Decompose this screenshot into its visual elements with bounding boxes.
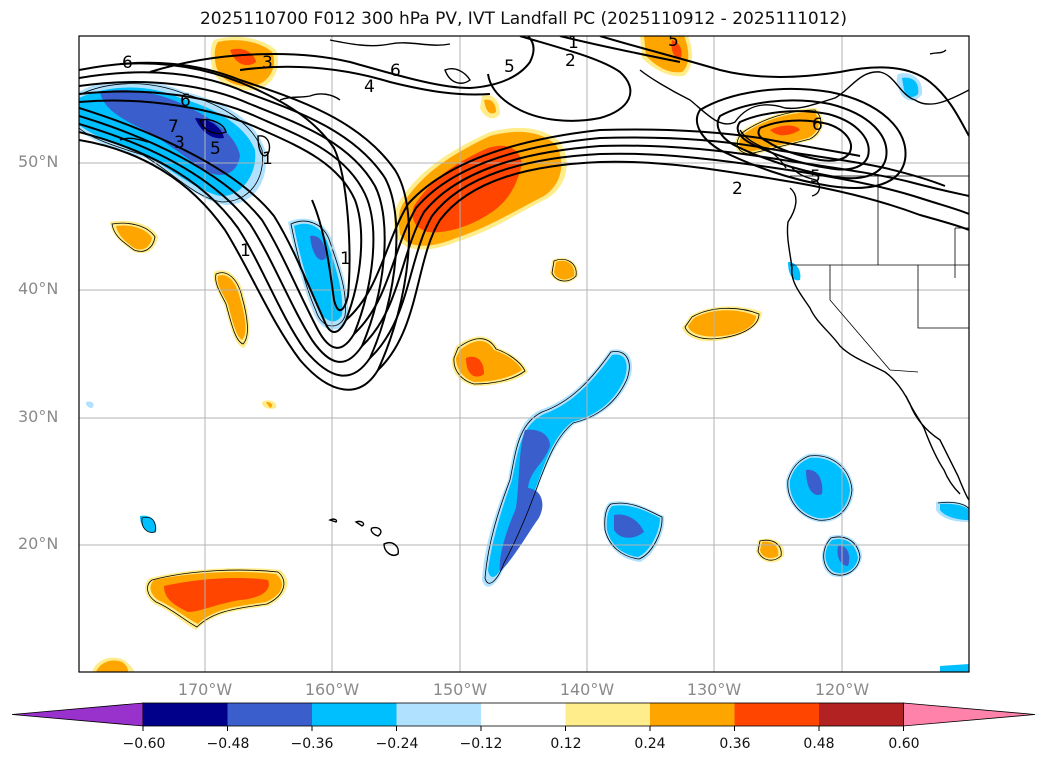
colorbar-frame [142, 702, 904, 727]
colorbar-segment [227, 703, 313, 726]
plot-frame [78, 35, 970, 673]
contour-label: 2 [565, 51, 576, 71]
contour-label: 5 [810, 167, 821, 187]
contour-label: 5 [504, 57, 515, 77]
colorbar-tick-label: −0.48 [206, 736, 250, 752]
lon-label-150w: 150°W [432, 680, 488, 699]
colorbar-tick-label: −0.12 [459, 736, 503, 752]
contour-label: 3 [262, 53, 273, 73]
lon-label-140w: 140°W [559, 680, 615, 699]
contour-label: 7 [168, 117, 179, 137]
pv-shading [79, 36, 969, 672]
colorbar-tick-label: 0.48 [803, 736, 835, 752]
political-borders [790, 175, 969, 373]
lat-label-20n: 20°N [18, 534, 59, 553]
contour-labels: 6 3 6 5 1 2 6 4 3 5 1 5 2 1 1 6 5 7 [122, 31, 823, 269]
colorbar-segment [481, 703, 566, 726]
contour-label: 2 [732, 179, 743, 199]
colorbar-segment [565, 703, 651, 726]
lon-label-130w: 130°W [686, 680, 742, 699]
colorbar-segment [734, 703, 820, 726]
contour-label: 3 [174, 133, 185, 153]
colorbar-extend-low [11, 702, 144, 727]
colorbar-tick-label: −0.24 [375, 736, 419, 752]
colorbar-tick-label: 0.36 [719, 736, 751, 752]
contour-label: 1 [262, 149, 273, 169]
map-title: 2025110700 F012 300 hPa PV, IVT Landfall… [199, 9, 847, 29]
shading-outlines [79, 83, 969, 628]
contour-label: 6 [390, 61, 401, 81]
contour-label: 5 [210, 139, 221, 159]
colorbar-segment [650, 703, 735, 726]
contour-label: 6 [122, 53, 133, 73]
map-plot-area: 6 3 6 5 1 2 6 4 3 5 1 5 2 1 1 6 5 7 [79, 31, 969, 672]
colorbar-tick-label: −0.60 [122, 736, 166, 752]
lon-label-160w: 160°W [304, 680, 360, 699]
lat-label-50n: 50°N [18, 152, 59, 171]
contour-label: 4 [364, 77, 375, 97]
contour-label: 1 [340, 249, 351, 269]
contour-label: 1 [568, 33, 579, 53]
colorbar-tick-label: 0.60 [888, 736, 920, 752]
contour-label: 6 [812, 115, 823, 135]
coastlines [119, 39, 969, 556]
contour-label: 6 [180, 91, 191, 111]
colorbar-tick-label: 0.24 [634, 736, 666, 752]
pv-contours [79, 36, 969, 391]
contour-label: 5 [668, 31, 679, 51]
colorbar-tick-label: 0.12 [550, 736, 582, 752]
colorbar-tick-label: −0.36 [290, 736, 334, 752]
lon-label-120w: 120°W [814, 680, 870, 699]
colorbar-segment [819, 703, 904, 726]
colorbar-extend-high [903, 702, 1036, 727]
colorbar-segment [143, 703, 228, 726]
contour-label: 1 [240, 241, 251, 261]
colorbar [11, 702, 1036, 731]
lat-label-40n: 40°N [18, 279, 59, 298]
lon-label-170w: 170°W [177, 680, 233, 699]
lat-label-30n: 30°N [18, 407, 59, 426]
colorbar-segment [396, 703, 482, 726]
colorbar-segment [312, 703, 397, 726]
